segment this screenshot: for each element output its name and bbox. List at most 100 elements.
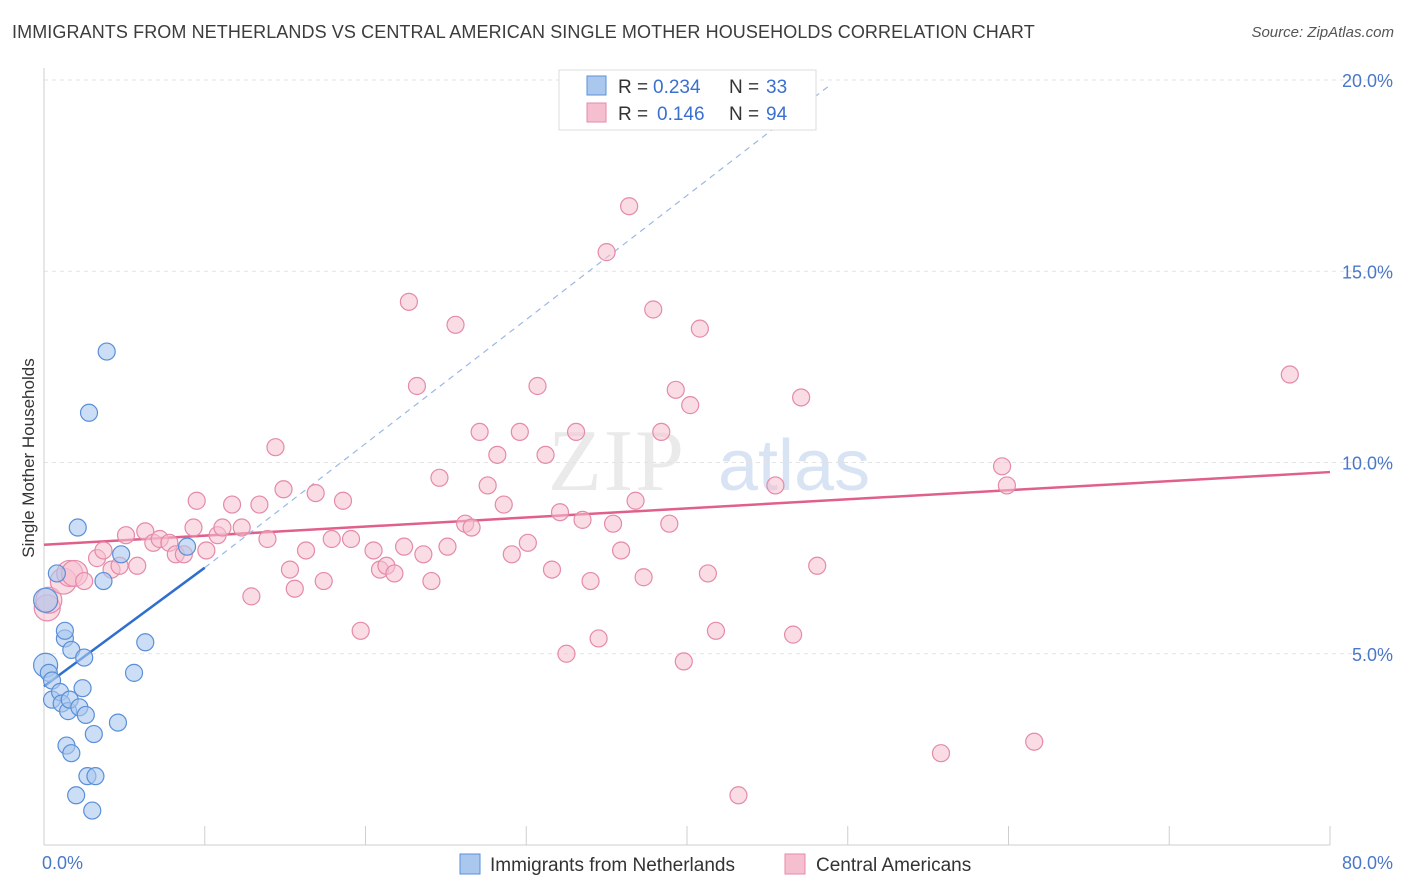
central-americans-point (341, 529, 361, 549)
central-americans-point (783, 625, 803, 644)
trend-lines (43, 83, 1331, 688)
netherlands-point (33, 587, 59, 613)
central-americans-point (333, 491, 353, 510)
central-americans-point (222, 495, 242, 514)
stats-legend-swatch-pink (586, 102, 607, 123)
central-americans-point (187, 491, 206, 510)
central-americans-point (470, 422, 489, 441)
stats-legend-r-label-2: R = (618, 104, 648, 125)
central-americans-point (634, 568, 653, 587)
netherlands-point (75, 648, 94, 667)
central-americans-point (462, 518, 481, 537)
central-americans-point (536, 445, 555, 464)
netherlands-point (108, 713, 128, 732)
grid-lines (44, 79, 1393, 655)
central-americans-point (385, 564, 404, 583)
central-americans-point (766, 476, 785, 495)
central-americans-point (399, 292, 419, 311)
central-americans-point (351, 621, 370, 640)
central-americans-point (274, 480, 293, 499)
stats-legend-r-value-2: 0.146 (657, 104, 705, 125)
netherlands-point (73, 679, 92, 698)
central-americans-point (518, 533, 537, 552)
y-axis-title: Single Mother Households (19, 358, 38, 557)
central-americans-point (364, 541, 383, 560)
central-americans-point (502, 545, 521, 564)
central-americans-point (997, 476, 1016, 495)
central-americans-point (478, 476, 497, 495)
watermark-atlas: atlas (718, 426, 870, 506)
y-tick-label: 20.0% (1342, 71, 1393, 91)
central-americans-point (197, 541, 216, 560)
central-americans-point (652, 422, 671, 441)
central-americans-point (1280, 365, 1299, 384)
central-americans-point (242, 587, 261, 606)
central-americans-point (510, 422, 529, 441)
central-americans-point (94, 541, 113, 560)
netherlands-point (83, 801, 102, 820)
chart-title: IMMIGRANTS FROM NETHERLANDS VS CENTRAL A… (12, 22, 1035, 42)
central-americans-point (407, 376, 427, 396)
central-americans-point (690, 319, 709, 338)
central-americans-point (528, 376, 547, 396)
netherlands-point (79, 403, 99, 422)
central-americans-point (706, 621, 726, 640)
central-americans-point (589, 629, 608, 648)
central-americans-point (438, 537, 457, 556)
central-americans-point (666, 380, 685, 399)
central-americans-point (550, 503, 570, 522)
central-americans-trend-line (43, 470, 1331, 546)
central-americans-point (698, 564, 717, 583)
central-americans-point (566, 422, 586, 441)
central-americans-point (729, 786, 748, 805)
stats-legend-n-value-2: 94 (766, 104, 788, 125)
central-americans-point (285, 579, 304, 598)
central-americans-point (660, 514, 679, 533)
central-americans-point (446, 315, 465, 334)
central-americans-point (213, 518, 232, 537)
central-americans-point (296, 541, 316, 560)
y-tick-label: 10.0% (1342, 454, 1393, 474)
series-legend-label-netherlands: Immigrants from Netherlands (490, 855, 735, 876)
central-americans-point (626, 491, 645, 510)
netherlands-point (124, 663, 144, 682)
netherlands-point (68, 518, 87, 537)
central-americans-point (394, 537, 414, 556)
stats-legend-r-label-1: R = (618, 77, 648, 98)
central-americans-point (306, 484, 325, 503)
central-americans-point (280, 560, 300, 579)
central-americans-point (573, 510, 592, 529)
netherlands-point (76, 705, 95, 725)
netherlands-point (97, 342, 116, 361)
series-legend-swatch-central-americans (784, 853, 806, 875)
netherlands-point (86, 767, 105, 786)
netherlands-point (67, 786, 86, 805)
central-americans-point (792, 388, 811, 407)
central-americans-point (322, 529, 341, 549)
central-americans-point (75, 571, 94, 591)
source-label: Source: ZipAtlas.com (1251, 24, 1394, 41)
central-americans-point (644, 300, 663, 319)
x-tick-label-min: 0.0% (42, 853, 83, 873)
x-tick-marks (43, 826, 1331, 845)
x-tick-label-max: 80.0% (1342, 853, 1393, 873)
central-americans-point (808, 556, 827, 575)
central-americans-point (488, 445, 507, 464)
y-tick-label: 5.0% (1352, 645, 1393, 665)
y-tick-labels: 5.0% 10.0% 15.0% 20.0% (1342, 71, 1393, 665)
central-americans-point (232, 518, 251, 537)
stats-legend-swatch-blue (586, 75, 607, 96)
stats-legend-n-label-2: N = (729, 104, 759, 125)
netherlands-point (177, 537, 197, 556)
netherlands-points (33, 342, 197, 820)
central-americans-point (611, 541, 631, 560)
netherlands-point (136, 633, 155, 652)
central-americans-point (414, 545, 433, 564)
watermark: ZIP atlas (548, 413, 870, 510)
central-americans-point (494, 495, 513, 514)
stats-legend-n-label-1: N = (729, 77, 759, 98)
central-americans-point (314, 571, 333, 591)
central-americans-point (250, 495, 269, 514)
series-legend-label-central-americans: Central Americans (816, 855, 971, 876)
